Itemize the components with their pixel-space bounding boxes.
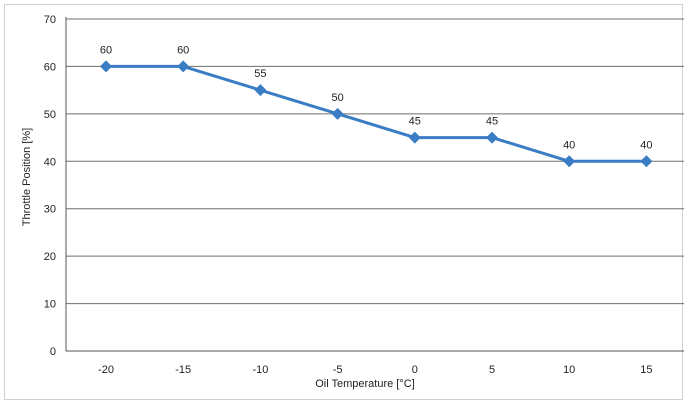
data-point-marker <box>100 60 112 73</box>
x-tick-label: 10 <box>563 364 575 376</box>
x-tick-label: 15 <box>640 364 652 376</box>
axes <box>65 17 684 352</box>
data-point-marker <box>331 107 344 120</box>
y-tick-label: 40 <box>44 156 56 168</box>
data-label: 60 <box>177 44 189 56</box>
series-layer <box>100 60 653 168</box>
chart-frame: 0 10 20 30 40 50 60 70 -20 -15 -10 -5 0 5 10 15 60 60 55 50… <box>4 4 684 400</box>
data-label: 40 <box>640 139 652 151</box>
data-label: 45 <box>409 116 421 128</box>
data-point-marker <box>254 84 267 97</box>
data-point-marker <box>486 131 498 144</box>
data-point-marker <box>640 155 653 168</box>
data-point-marker <box>408 131 421 144</box>
x-tick-label: 0 <box>412 364 418 376</box>
y-tick-label: 70 <box>44 14 56 26</box>
x-tick-label: -15 <box>175 364 191 376</box>
y-tick-label: 50 <box>44 109 56 121</box>
data-point-marker <box>177 60 190 73</box>
x-tick-label: 5 <box>489 364 495 376</box>
x-tick-label: -20 <box>98 364 114 376</box>
x-axis-title: Oil Temperature [°C] <box>315 378 415 390</box>
y-axis-title: Throttle Position [%] <box>21 128 33 226</box>
y-tick-label: 10 <box>44 299 56 311</box>
x-tick-label: -5 <box>333 364 343 376</box>
data-label: 55 <box>254 68 266 80</box>
data-label: 45 <box>486 116 498 128</box>
line-chart: 0 10 20 30 40 50 60 70 -20 -15 -10 -5 0 5 10 15 60 60 55 50… <box>21 14 684 390</box>
labels-layer: 0 10 20 30 40 50 60 70 -20 -15 -10 -5 0 5 10 15 60 60 55 50… <box>44 14 653 376</box>
series-line <box>106 64 647 163</box>
y-tick-label: 20 <box>44 251 56 263</box>
y-tick-label: 0 <box>50 346 56 358</box>
y-tick-label: 60 <box>44 61 56 73</box>
data-label: 40 <box>563 139 575 151</box>
data-point-marker <box>563 155 576 168</box>
data-label: 60 <box>100 44 112 56</box>
x-tick-label: -10 <box>252 364 268 376</box>
y-tick-label: 30 <box>44 204 56 216</box>
data-label: 50 <box>331 92 343 104</box>
